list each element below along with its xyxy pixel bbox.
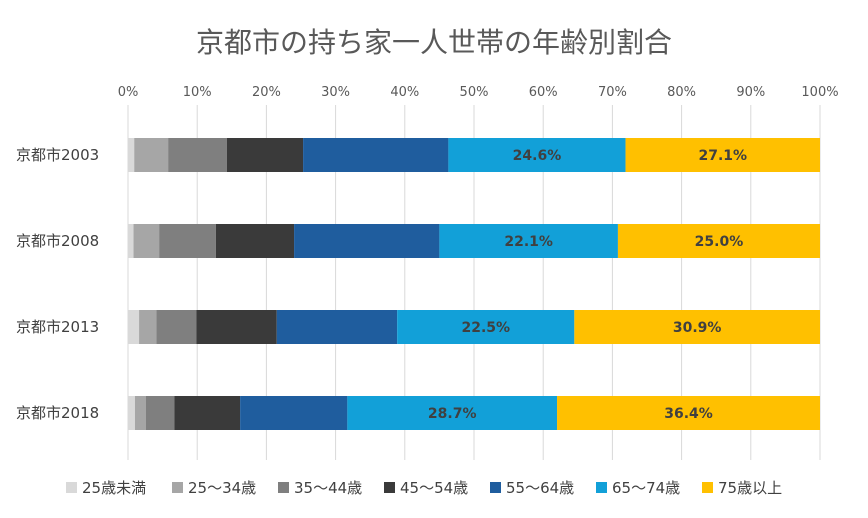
legend-swatch: [66, 482, 77, 493]
legend-label: 25歳未満: [82, 479, 146, 497]
bar-segment: [294, 224, 440, 258]
legend-swatch: [596, 482, 607, 493]
legend-label: 65～74歳: [612, 479, 680, 497]
data-label: 25.0%: [695, 234, 744, 250]
x-tick-label: 30%: [321, 85, 350, 100]
data-label-layer: 24.6% 27.1% 22.1% 25.0% 22.5% 30.9% 28.7% 36.4%: [428, 148, 747, 422]
data-label: 24.6%: [513, 148, 562, 164]
x-tick-label: 60%: [529, 85, 558, 100]
bar-segment: [139, 310, 157, 344]
bar-segment: [215, 224, 295, 258]
bar-segment: [347, 396, 558, 430]
category-label: 京都市2013: [16, 318, 99, 336]
legend-swatch: [278, 482, 289, 493]
legend: 25歳未満 25～34歳 35～44歳 45～54歳 55～64歳 65～74歳 75歳以上: [66, 479, 782, 497]
x-tick-label: 40%: [390, 85, 419, 100]
bar-segment: [159, 224, 216, 258]
bar-segment: [617, 224, 820, 258]
bar-segment: [128, 396, 135, 430]
bar-segment: [276, 310, 398, 344]
bar-segment: [574, 310, 820, 344]
bar-segment: [240, 396, 348, 430]
legend-swatch: [490, 482, 501, 493]
chart-title: 京都市の持ち家一人世帯の年齢別割合: [196, 26, 672, 59]
x-tick-label: 100%: [801, 85, 838, 100]
bar-segment: [134, 138, 169, 172]
bar-segment: [128, 310, 140, 344]
legend-label: 75歳以上: [718, 479, 782, 497]
bar-segment: [196, 310, 277, 344]
legend-swatch: [384, 482, 395, 493]
data-label: 30.9%: [673, 320, 722, 336]
bar-segment: [557, 396, 820, 430]
legend-label: 35～44歳: [294, 479, 362, 497]
x-tick-label: 10%: [183, 85, 212, 100]
category-label: 京都市2008: [16, 232, 99, 250]
data-label: 36.4%: [664, 406, 713, 422]
tick-layer: 0% 10% 20% 30% 40% 50% 60% 70% 80% 90% 100%: [118, 85, 839, 100]
bar-segment: [128, 138, 135, 172]
legend-swatch: [172, 482, 183, 493]
x-tick-label: 0%: [118, 85, 139, 100]
bar-segment: [128, 224, 134, 258]
category-label: 京都市2003: [16, 146, 99, 164]
bar-segment: [168, 138, 227, 172]
data-label: 27.1%: [698, 148, 747, 164]
bars-layer: [128, 138, 820, 430]
bar-segment: [226, 138, 304, 172]
data-label: 28.7%: [428, 406, 477, 422]
bar-segment: [133, 224, 160, 258]
data-label: 22.1%: [504, 234, 553, 250]
bar-segment: [134, 396, 146, 430]
category-label: 京都市2018: [16, 404, 99, 422]
x-tick-label: 70%: [598, 85, 627, 100]
bar-segment: [174, 396, 241, 430]
bar-segment: [156, 310, 197, 344]
x-tick-label: 80%: [667, 85, 696, 100]
bar-segment: [448, 138, 626, 172]
legend-label: 45～54歳: [400, 479, 468, 497]
x-tick-label: 50%: [460, 85, 489, 100]
legend-label: 55～64歳: [506, 479, 574, 497]
bar-segment: [303, 138, 449, 172]
bar-segment: [145, 396, 175, 430]
legend-swatch: [702, 482, 713, 493]
bar-segment: [625, 138, 820, 172]
bar-segment: [439, 224, 618, 258]
legend-label: 25～34歳: [188, 479, 256, 497]
data-label: 22.5%: [461, 320, 510, 336]
x-tick-label: 20%: [252, 85, 281, 100]
x-tick-label: 90%: [736, 85, 765, 100]
category-axis: 京都市2003 京都市2008 京都市2013 京都市2018: [16, 146, 99, 422]
bar-segment: [397, 310, 575, 344]
